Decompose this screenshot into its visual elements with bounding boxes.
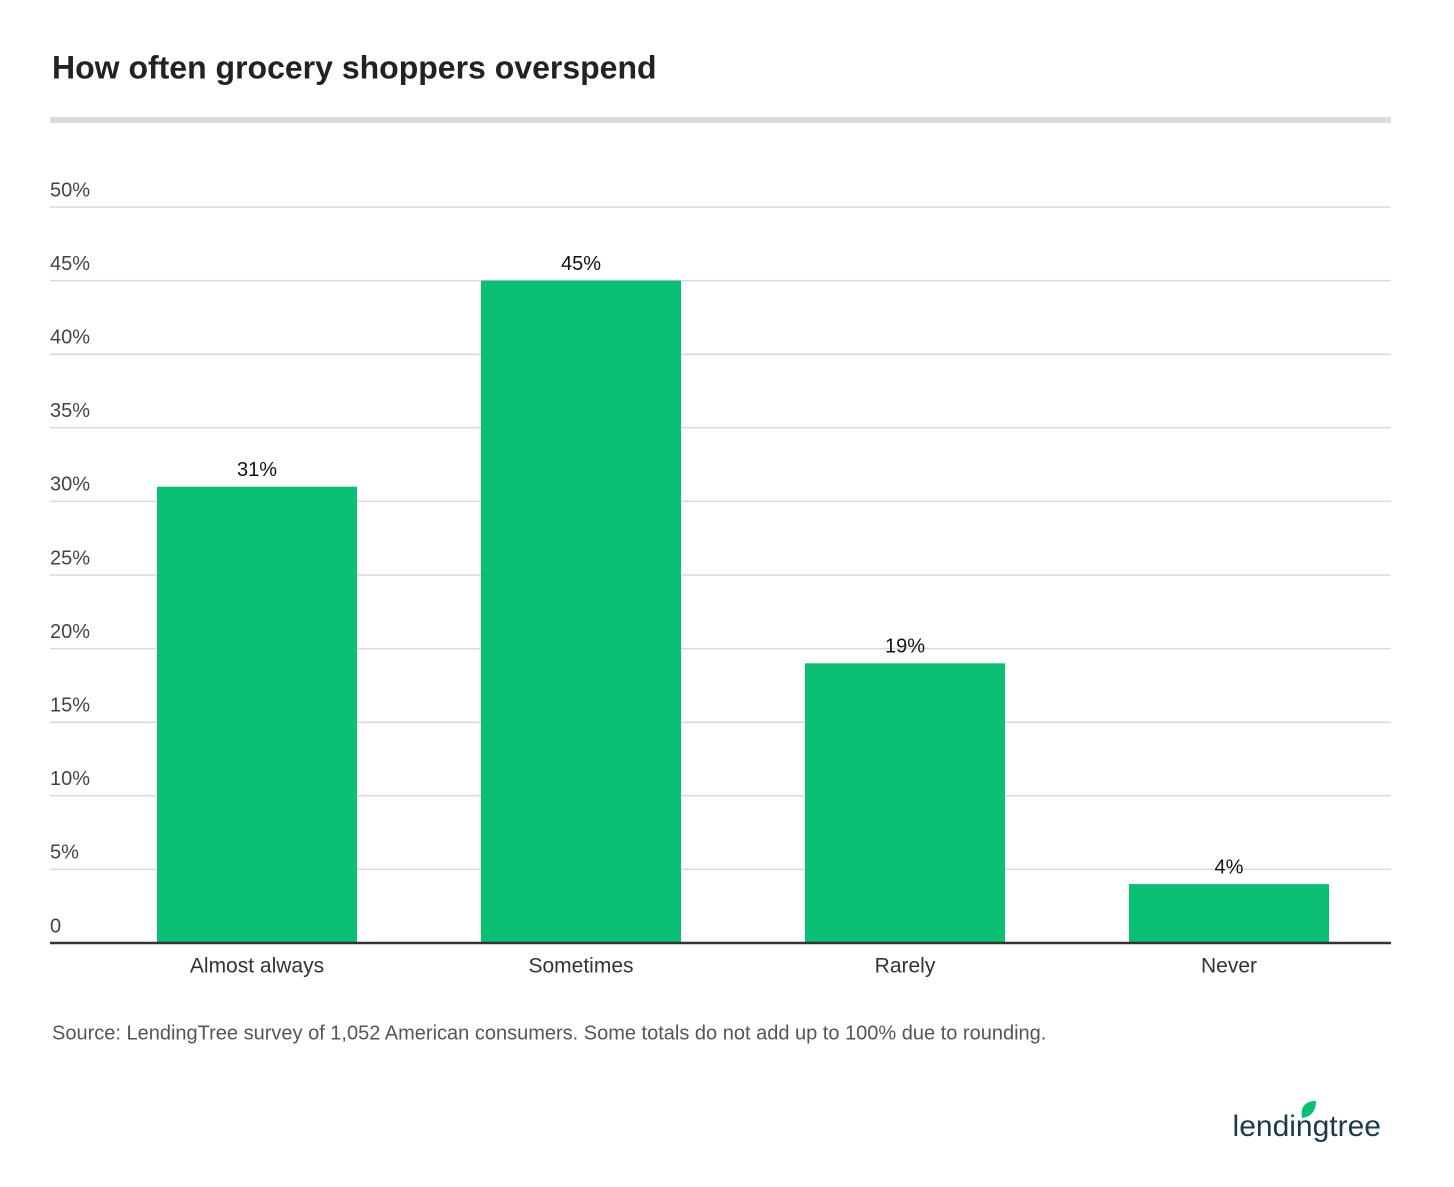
y-tick-label: 50%	[50, 179, 90, 201]
bar	[481, 280, 681, 944]
x-tick-label: Sometimes	[528, 955, 633, 978]
value-label: 4%	[1215, 856, 1244, 878]
value-label: 45%	[561, 253, 601, 275]
bar	[805, 663, 1005, 943]
value-label: 19%	[885, 636, 925, 658]
y-tick-label: 15%	[50, 694, 90, 716]
y-tick-label: 40%	[50, 326, 90, 348]
source-note: Source: LendingTree survey of 1,052 Amer…	[52, 1022, 1046, 1044]
bar	[157, 486, 357, 943]
chart-title: How often grocery shoppers overspend	[52, 49, 657, 85]
y-tick-label: 30%	[50, 474, 90, 496]
x-tick-label: Rarely	[875, 955, 936, 978]
value-label: 31%	[237, 459, 277, 481]
logo-leaf	[1301, 1101, 1316, 1118]
y-tick-label: 20%	[50, 621, 90, 643]
title-rule	[50, 117, 1391, 123]
y-tick-label: 45%	[50, 253, 90, 275]
bar	[1129, 884, 1329, 943]
y-tick-label: 0	[50, 915, 61, 937]
y-tick-label: 5%	[50, 842, 79, 864]
logo: lendingtree	[1233, 1110, 1381, 1143]
y-tick-label: 25%	[50, 547, 90, 569]
y-tick-label: 35%	[50, 400, 90, 422]
x-tick-label: Never	[1201, 955, 1257, 978]
y-tick-label: 10%	[50, 768, 90, 790]
x-tick-label: Almost always	[190, 955, 324, 978]
